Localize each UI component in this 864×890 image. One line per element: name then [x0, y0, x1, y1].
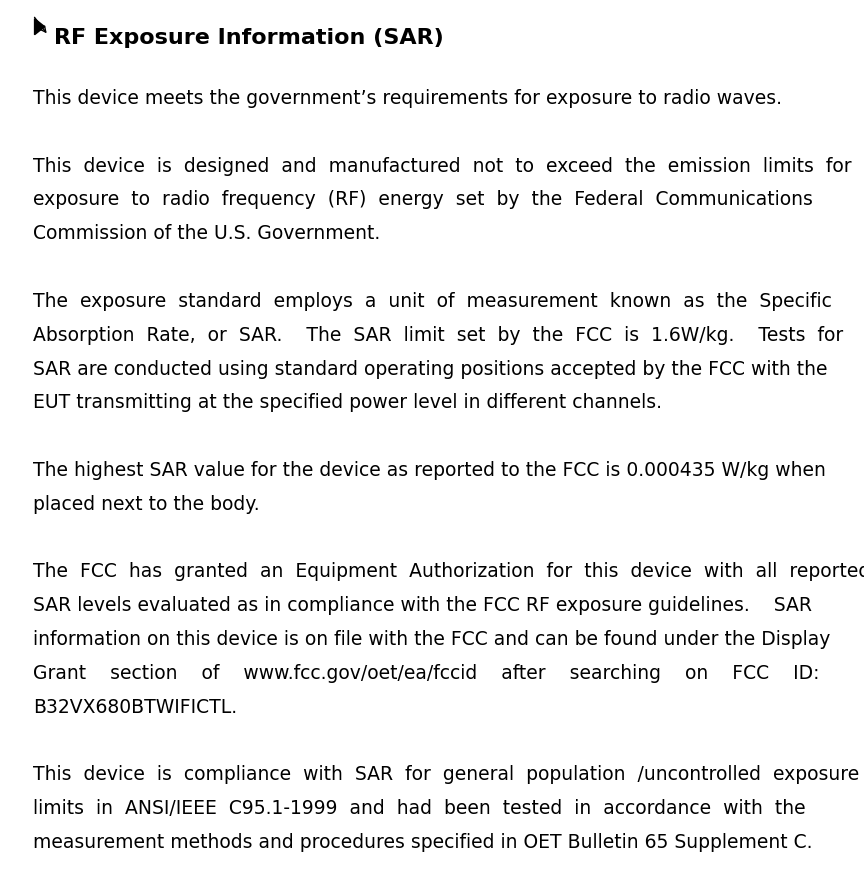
- Text: SAR are conducted using standard operating positions accepted by the FCC with th: SAR are conducted using standard operati…: [33, 360, 828, 378]
- Text: placed next to the body.: placed next to the body.: [33, 495, 259, 514]
- Text: EUT transmitting at the specified power level in different channels.: EUT transmitting at the specified power …: [33, 393, 662, 412]
- Text: The  FCC  has  granted  an  Equipment  Authorization  for  this  device  with  a: The FCC has granted an Equipment Authori…: [33, 562, 864, 581]
- Text: SAR levels evaluated as in compliance with the FCC RF exposure guidelines.    SA: SAR levels evaluated as in compliance wi…: [33, 596, 812, 615]
- Polygon shape: [35, 19, 45, 35]
- Text: RF Exposure Information (SAR): RF Exposure Information (SAR): [54, 28, 444, 48]
- Text: B32VX680BTWIFICTL.: B32VX680BTWIFICTL.: [33, 698, 237, 716]
- Text: measurement methods and procedures specified in OET Bulletin 65 Supplement C.: measurement methods and procedures speci…: [33, 833, 812, 852]
- Text: limits  in  ANSI/IEEE  C95.1-1999  and  had  been  tested  in  accordance  with : limits in ANSI/IEEE C95.1-1999 and had b…: [33, 799, 805, 818]
- Text: The highest SAR value for the device as reported to the FCC is 0.000435 W/kg whe: The highest SAR value for the device as …: [33, 461, 826, 480]
- Text: This  device  is  compliance  with  SAR  for  general  population  /uncontrolled: This device is compliance with SAR for g…: [33, 765, 859, 784]
- Text: Absorption  Rate,  or  SAR.    The  SAR  limit  set  by  the  FCC  is  1.6W/kg. : Absorption Rate, or SAR. The SAR limit s…: [33, 326, 843, 344]
- Text: Grant    section    of    www.fcc.gov/oet/ea/fccid    after    searching    on  : Grant section of www.fcc.gov/oet/ea/fcci…: [33, 664, 819, 683]
- Text: The  exposure  standard  employs  a  unit  of  measurement  known  as  the  Spec: The exposure standard employs a unit of …: [33, 292, 832, 311]
- Text: exposure  to  radio  frequency  (RF)  energy  set  by  the  Federal  Communicati: exposure to radio frequency (RF) energy …: [33, 190, 813, 209]
- Text: This  device  is  designed  and  manufactured  not  to  exceed  the  emission  l: This device is designed and manufactured…: [33, 157, 851, 175]
- Text: This device meets the government’s requirements for exposure to radio waves.: This device meets the government’s requi…: [33, 89, 782, 108]
- Text: information on this device is on file with the FCC and can be found under the Di: information on this device is on file wi…: [33, 630, 830, 649]
- Text: Commission of the U.S. Government.: Commission of the U.S. Government.: [33, 224, 380, 243]
